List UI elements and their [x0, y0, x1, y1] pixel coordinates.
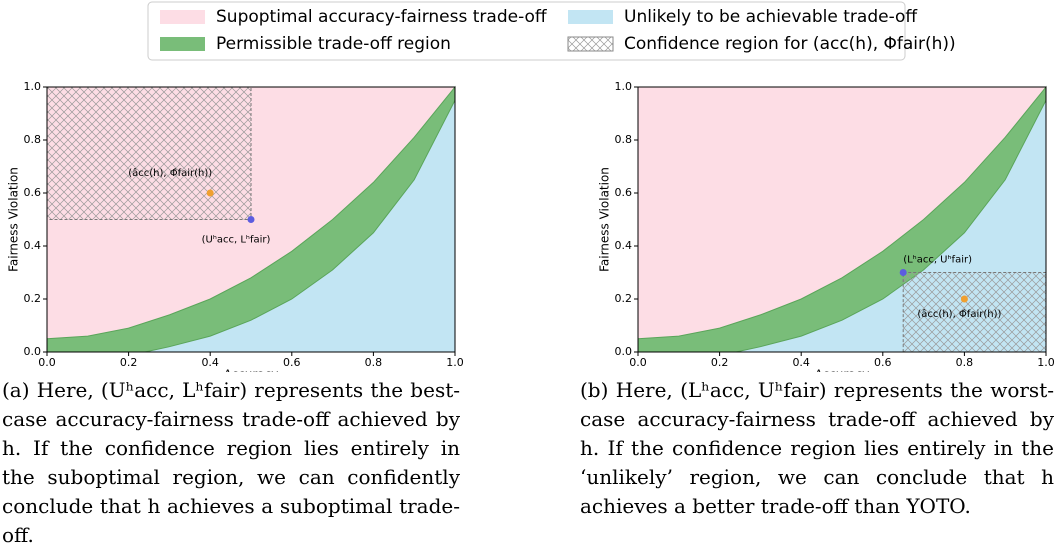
x-tick-label: 0.2	[120, 356, 138, 369]
y-tick-label: 0.4	[24, 239, 42, 252]
confidence-region	[46, 86, 252, 220]
y-tick-label: 1.0	[615, 80, 633, 93]
x-axis-label: Accuracy	[815, 368, 870, 373]
y-tick-label: 1.0	[24, 80, 42, 93]
caption: (a) Here, (Uʰacc, Lʰfair) represents the…	[2, 378, 460, 547]
caption: (b) Here, (Lʰacc, Uʰfair) represents the…	[580, 378, 1054, 518]
y-tick-label: 0.4	[615, 239, 633, 252]
legend-swatch	[567, 36, 614, 52]
y-tick-label: 0.2	[24, 292, 42, 305]
legend-label: Permissible trade-off region	[216, 34, 451, 54]
y-axis-label: Fairness Violation	[598, 167, 612, 272]
x-tick-label: 0.0	[38, 356, 56, 369]
legend-box	[147, 1, 906, 61]
y-axis-label: Fairness Violation	[7, 167, 21, 272]
x-tick-label: 0.4	[201, 356, 219, 369]
x-tick-label: 0.8	[956, 356, 974, 369]
x-tick-label: 1.0	[1037, 356, 1055, 369]
legend-label: Confidence region for (acc(h), Φfair(h))	[624, 34, 956, 54]
legend-label: Supoptimal accuracy-fairness trade-off	[216, 7, 548, 27]
y-tick-label: 0.6	[615, 186, 633, 199]
y-tick-label: 0.8	[24, 133, 42, 146]
plot-frame	[637, 86, 1047, 353]
y-tick-label: 0.0	[24, 345, 42, 358]
x-tick-label: 0.4	[792, 356, 810, 369]
point	[247, 216, 255, 223]
point	[206, 189, 214, 197]
point-label: (âcc(h), Φ̂fair(h))	[917, 308, 1001, 320]
x-tick-label: 0.6	[874, 356, 892, 369]
y-tick-label: 0.0	[615, 345, 633, 358]
y-tick-label: 0.2	[615, 292, 633, 305]
figure: Supoptimal accuracy-fairness trade-off Un…	[7, 1, 1055, 373]
point-label: (Uʰacc, Lʰfair)	[202, 235, 271, 246]
x-tick-label: 0.6	[283, 356, 301, 369]
legend-swatch	[568, 10, 613, 24]
legend-swatch	[160, 37, 205, 51]
point	[960, 295, 968, 303]
legend-label: Unlikely to be achievable trade-off	[624, 7, 918, 27]
y-tick-label: 0.8	[615, 133, 633, 146]
point-label: (Lʰacc, Uʰfair)	[903, 255, 972, 266]
x-tick-label: 0.2	[711, 356, 729, 369]
point-label: (âcc(h), Φ̂fair(h))	[128, 167, 212, 179]
point	[899, 269, 907, 276]
legend-swatch	[160, 10, 205, 24]
x-tick-label: 0.0	[629, 356, 647, 369]
x-axis-label: Accuracy	[224, 368, 279, 373]
plot-frame	[46, 86, 456, 353]
y-tick-label: 0.6	[24, 186, 42, 199]
x-tick-label: 0.8	[365, 356, 383, 369]
x-tick-label: 1.0	[446, 356, 464, 369]
